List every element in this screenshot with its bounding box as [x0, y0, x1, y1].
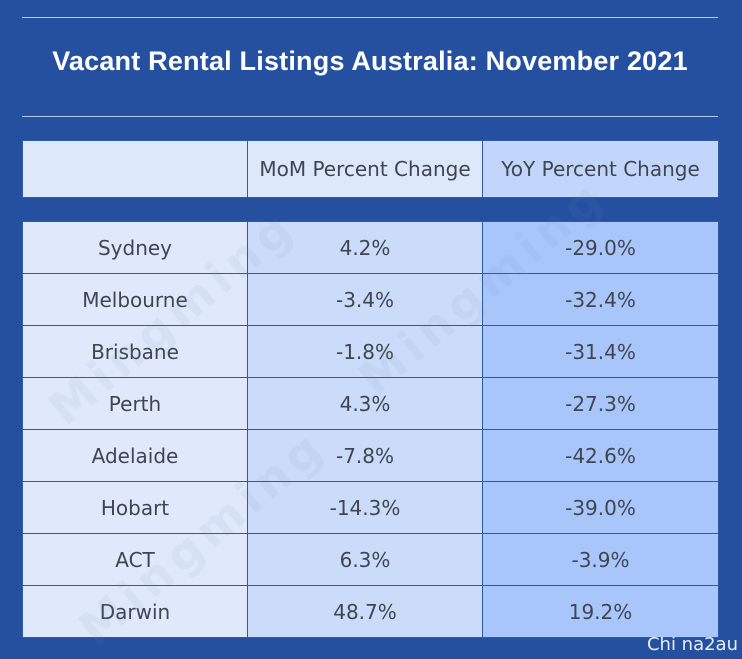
mom-cell: -7.8% [247, 429, 483, 482]
table-row: Sydney 4.2% -29.0% [22, 221, 719, 274]
yoy-cell: -3.9% [482, 533, 719, 586]
table-row: Melbourne -3.4% -32.4% [22, 273, 719, 326]
table-row: Brisbane -1.8% -31.4% [22, 325, 719, 378]
source-credit: Chi na2au [646, 634, 738, 655]
table-row: Adelaide -7.8% -42.6% [22, 429, 719, 482]
table-row: Darwin 48.7% 19.2% [22, 585, 719, 638]
page-title: Vacant Rental Listings Australia: Novemb… [52, 46, 688, 76]
header-mom: MoM Percent Change [247, 140, 483, 198]
yoy-cell: -27.3% [482, 377, 719, 430]
column-header-table: MoM Percent Change YoY Percent Change [22, 140, 719, 198]
city-cell: Adelaide [22, 429, 248, 482]
mom-cell: -3.4% [247, 273, 483, 326]
city-cell: Hobart [22, 481, 248, 534]
mom-cell: 6.3% [247, 533, 483, 586]
top-rule [22, 17, 718, 18]
mom-cell: -1.8% [247, 325, 483, 378]
yoy-cell: -31.4% [482, 325, 719, 378]
yoy-cell: 19.2% [482, 585, 719, 638]
city-cell: Sydney [22, 221, 248, 274]
header-yoy: YoY Percent Change [482, 140, 719, 198]
city-cell: Perth [22, 377, 248, 430]
rental-data-table: Sydney 4.2% -29.0% Melbourne -3.4% -32.4… [22, 221, 719, 638]
header-empty-cell [22, 140, 248, 198]
mom-cell: 4.3% [247, 377, 483, 430]
bottom-rule [22, 116, 718, 117]
table-row: Hobart -14.3% -39.0% [22, 481, 719, 534]
header-row: MoM Percent Change YoY Percent Change [22, 140, 719, 198]
table-row: Perth 4.3% -27.3% [22, 377, 719, 430]
city-cell: Darwin [22, 585, 248, 638]
yoy-cell: -29.0% [482, 221, 719, 274]
mom-cell: 48.7% [247, 585, 483, 638]
mom-cell: -14.3% [247, 481, 483, 534]
mom-cell: 4.2% [247, 221, 483, 274]
yoy-cell: -42.6% [482, 429, 719, 482]
yoy-cell: -39.0% [482, 481, 719, 534]
city-cell: Brisbane [22, 325, 248, 378]
city-cell: ACT [22, 533, 248, 586]
city-cell: Melbourne [22, 273, 248, 326]
table-row: ACT 6.3% -3.9% [22, 533, 719, 586]
yoy-cell: -32.4% [482, 273, 719, 326]
